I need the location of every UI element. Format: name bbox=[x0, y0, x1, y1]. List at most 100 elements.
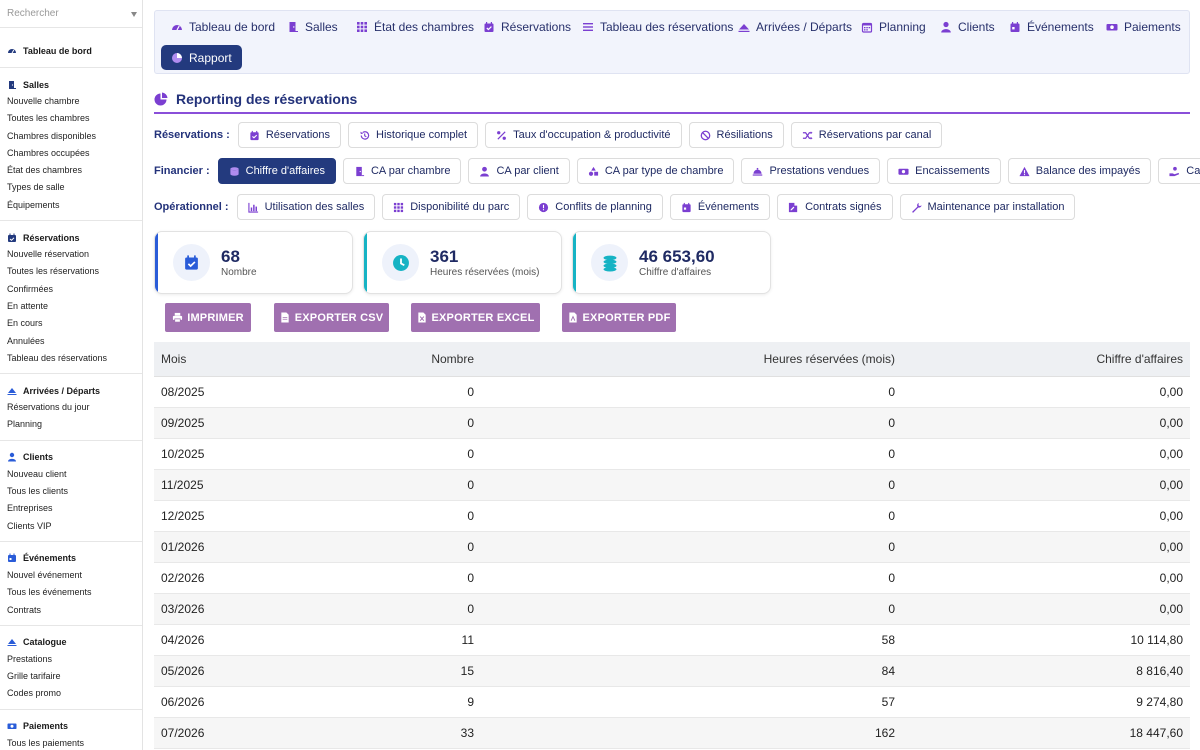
sidebar-item-en-attente[interactable]: En attente bbox=[7, 300, 49, 311]
report-contrats-signes-button[interactable]: Contrats signés bbox=[777, 194, 893, 220]
report-historique-button[interactable]: Historique complet bbox=[348, 122, 479, 148]
nav-tab-planning[interactable]: Planning bbox=[861, 14, 926, 40]
sidebar-item-codes-promo[interactable]: Codes promo bbox=[7, 688, 62, 699]
nav-tab-reservations[interactable]: Réservations bbox=[483, 14, 571, 40]
sidebar-item-types-salle[interactable]: Types de salle bbox=[7, 182, 65, 193]
nav-tab-etat-chambres[interactable]: État des chambres bbox=[356, 14, 474, 40]
report-ca-par-type-button[interactable]: CA par type de chambre bbox=[576, 158, 735, 184]
sidebar-item-prestations[interactable]: Prestations bbox=[7, 653, 53, 664]
search-input[interactable] bbox=[0, 0, 142, 27]
sidebar-head-clients[interactable]: Clients bbox=[0, 449, 142, 466]
nav-label: Planning bbox=[879, 20, 926, 34]
sidebar-head-arrivees[interactable]: Arrivées / Départs bbox=[0, 382, 142, 399]
report-occupation-button[interactable]: Taux d'occupation & productivité bbox=[485, 122, 682, 148]
sidebar-item-grille-tarifaire[interactable]: Grille tarifaire bbox=[7, 671, 61, 682]
sidebar-item-entreprises[interactable]: Entreprises bbox=[7, 503, 53, 514]
stat-value: 46 653,60 bbox=[639, 246, 715, 266]
sidebar-item-tous-clients[interactable]: Tous les clients bbox=[7, 486, 69, 497]
coins-icon bbox=[229, 166, 240, 177]
column-header-nombre[interactable]: Nombre bbox=[329, 342, 481, 377]
alert-circle-icon bbox=[538, 202, 549, 213]
sidebar-item-chambres-occupees[interactable]: Chambres occupées bbox=[7, 147, 90, 158]
cell-mois: 04/2026 bbox=[154, 624, 329, 656]
export-excel-button[interactable]: EXPORTER EXCEL bbox=[411, 303, 540, 332]
cell-nombre: 0 bbox=[329, 531, 481, 563]
nav-tab-arrivees-departs[interactable]: Arrivées / Départs bbox=[738, 14, 852, 40]
sidebar-item-tableau-reservations[interactable]: Tableau des réservations bbox=[7, 352, 108, 363]
nav-label: Clients bbox=[958, 20, 995, 34]
sidebar-item-clients-vip[interactable]: Clients VIP bbox=[7, 520, 52, 531]
nav-tab-evenements[interactable]: Événements bbox=[1009, 14, 1094, 40]
pill-label: CA par type de chambre bbox=[604, 165, 724, 177]
sidebar-section-catalogue: Catalogue Prestations Grille tarifaire C… bbox=[0, 626, 142, 710]
sidebar-item-tous-paiements[interactable]: Tous les paiements bbox=[7, 737, 85, 748]
sidebar-item-equipements[interactable]: Équipements bbox=[7, 199, 60, 210]
sidebar-section-title: Événements bbox=[23, 553, 77, 564]
stat-text: 68 Nombre bbox=[221, 247, 257, 279]
table-row: 06/2026 9 57 9 274,80 bbox=[154, 686, 1190, 718]
sidebar-item-en-cours[interactable]: En cours bbox=[7, 318, 43, 329]
sidebar-item-confirmees[interactable]: Confirmées bbox=[7, 283, 54, 294]
sidebar-item-planning[interactable]: Planning bbox=[7, 419, 43, 430]
file-pdf-icon bbox=[568, 312, 579, 323]
cell-heures: 0 bbox=[481, 593, 902, 625]
report-encaissements-button[interactable]: Encaissements bbox=[887, 158, 1001, 184]
column-header-heures[interactable]: Heures réservées (mois) bbox=[481, 342, 902, 377]
column-header-mois[interactable]: Mois bbox=[154, 342, 329, 377]
report-conflits-planning-button[interactable]: Conflits de planning bbox=[527, 194, 663, 220]
table-row: 02/2026 0 0 0,00 bbox=[154, 562, 1190, 594]
report-prestations-vendues-button[interactable]: Prestations vendues bbox=[741, 158, 881, 184]
sidebar-head-salles[interactable]: Salles bbox=[0, 76, 142, 93]
column-header-chiffre-affaires[interactable]: Chiffre d'affaires bbox=[902, 342, 1190, 377]
sidebar-item-tous-evenements[interactable]: Tous les événements bbox=[7, 587, 92, 598]
sidebar-item-toutes-reservations[interactable]: Toutes les réservations bbox=[7, 266, 100, 277]
sidebar-item-nouveau-client[interactable]: Nouveau client bbox=[7, 468, 67, 479]
nav-tab-paiements[interactable]: Paiements bbox=[1106, 14, 1181, 40]
sidebar-item-reservations-jour[interactable]: Réservations du jour bbox=[7, 402, 90, 413]
report-reservations-button[interactable]: Réservations bbox=[237, 122, 342, 148]
sidebar-item-contrats[interactable]: Contrats bbox=[7, 604, 42, 615]
sidebar-head-evenements[interactable]: Événements bbox=[0, 550, 142, 567]
sidebar-item-nouvel-evenement[interactable]: Nouvel événement bbox=[7, 569, 83, 580]
sidebar-item-etat-chambres[interactable]: État des chambres bbox=[7, 165, 83, 176]
sidebar-head-catalogue[interactable]: Catalogue bbox=[0, 634, 142, 651]
report-utilisation-salles-button[interactable]: Utilisation des salles bbox=[236, 194, 376, 220]
report-balance-impayes-button[interactable]: Balance des impayés bbox=[1007, 158, 1152, 184]
report-maintenance-button[interactable]: Maintenance par installation bbox=[899, 194, 1076, 220]
nav-tab-dashboard[interactable]: Tableau de bord bbox=[171, 14, 275, 40]
sidebar-head-paiements[interactable]: Paiements bbox=[0, 718, 142, 735]
nav-label: Rapport bbox=[189, 50, 232, 65]
report-cautions-button[interactable]: Cautions bbox=[1158, 158, 1200, 184]
print-icon bbox=[172, 312, 183, 323]
nav-tab-salles[interactable]: Salles bbox=[287, 14, 338, 40]
report-ca-par-chambre-button[interactable]: CA par chambre bbox=[342, 158, 462, 184]
sidebar-item-nouvelle-reservation[interactable]: Nouvelle réservation bbox=[7, 249, 90, 260]
export-csv-button[interactable]: EXPORTER CSV bbox=[274, 303, 389, 332]
report-par-canal-button[interactable]: Réservations par canal bbox=[790, 122, 943, 148]
sidebar-item-annulees[interactable]: Annulées bbox=[7, 335, 45, 346]
nav-tab-clients[interactable]: Clients bbox=[940, 14, 995, 40]
table-row: 05/2026 15 84 8 816,40 bbox=[154, 655, 1190, 687]
chevron-down-icon[interactable] bbox=[131, 12, 137, 17]
sidebar-item-nouvelle-chambre[interactable]: Nouvelle chambre bbox=[7, 96, 80, 106]
sidebar-item-dashboard[interactable]: Tableau de bord bbox=[0, 42, 142, 59]
report-evenements-button[interactable]: Événements bbox=[669, 194, 771, 220]
plane-icon bbox=[738, 21, 750, 33]
print-button[interactable]: IMPRIMER bbox=[165, 303, 251, 332]
sidebar-head-reservations[interactable]: Réservations bbox=[0, 229, 142, 246]
report-chiffre-affaires-button[interactable]: Chiffre d'affaires bbox=[217, 158, 336, 184]
report-category-reservations: Réservations : Réservations Historique c… bbox=[154, 122, 949, 148]
cell-mois: 05/2026 bbox=[154, 655, 329, 687]
sidebar-item-chambres-disponibles[interactable]: Chambres disponibles bbox=[7, 130, 97, 141]
nav-tab-tableau-reservations[interactable]: Tableau des réservations bbox=[582, 14, 733, 40]
report-resiliations-button[interactable]: Résiliations bbox=[688, 122, 784, 148]
sidebar-item-toutes-chambres[interactable]: Toutes les chambres bbox=[7, 113, 90, 124]
export-pdf-button[interactable]: EXPORTER PDF bbox=[562, 303, 676, 332]
report-ca-par-client-button[interactable]: CA par client bbox=[468, 158, 570, 184]
bell-icon bbox=[752, 166, 763, 177]
pill-label: Cautions bbox=[1186, 165, 1200, 177]
cell-chiffre-affaires: 0,00 bbox=[902, 531, 1190, 563]
report-disponibilite-parc-button[interactable]: Disponibilité du parc bbox=[382, 194, 521, 220]
file-excel-icon bbox=[416, 312, 427, 323]
nav-tab-rapport[interactable]: Rapport bbox=[161, 45, 242, 70]
